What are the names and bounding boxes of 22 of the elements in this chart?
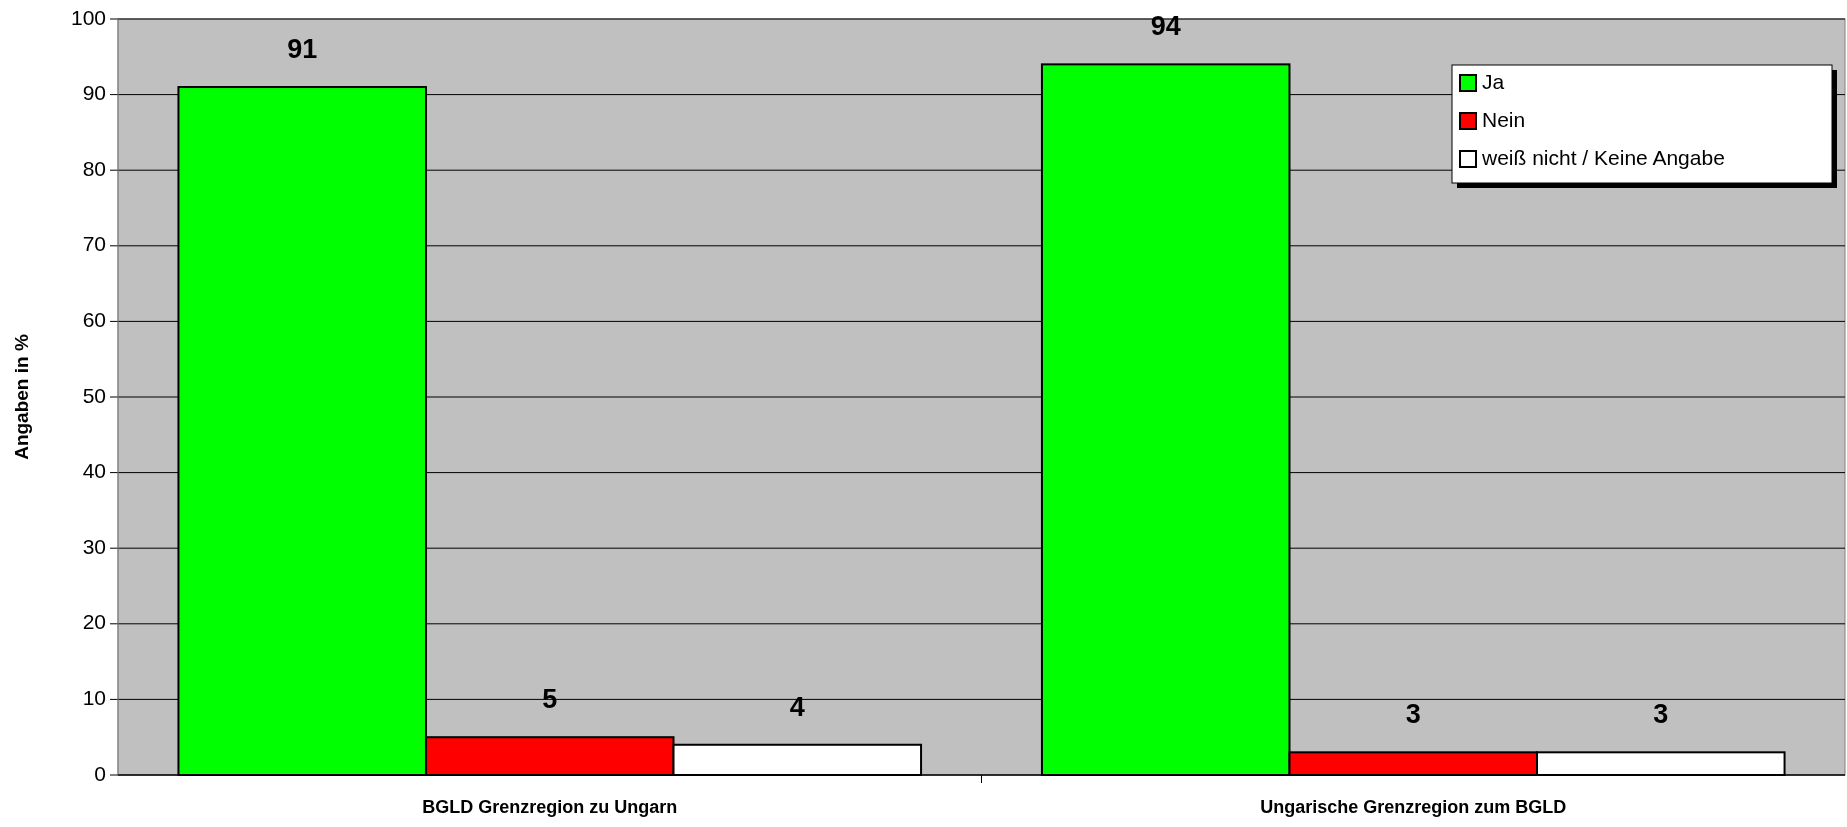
y-tick-label: 10 xyxy=(82,685,106,709)
data-label: 94 xyxy=(1150,11,1181,42)
y-tick-label: 0 xyxy=(94,761,106,785)
y-tick-label: 40 xyxy=(82,459,106,483)
y-tick-label: 50 xyxy=(82,383,106,407)
y-axis-title: Angaben in % xyxy=(11,334,32,460)
y-tick-label: 30 xyxy=(82,534,106,558)
x-tick-label: BGLD Grenzregion zu Ungarn xyxy=(422,797,678,817)
legend-label: Nein xyxy=(1482,107,1526,131)
data-label: 91 xyxy=(287,34,318,65)
y-tick-label: 80 xyxy=(82,156,106,180)
y-tick-label: 60 xyxy=(82,307,106,331)
data-label: 3 xyxy=(1653,699,1669,730)
x-tick-label: Ungarische Grenzregion zum BGLD xyxy=(1260,797,1567,817)
y-tick-label: 100 xyxy=(70,5,106,29)
y-tick-label: 70 xyxy=(82,232,106,256)
y-tick-label: 90 xyxy=(82,81,106,105)
data-label: 3 xyxy=(1405,699,1421,730)
legend-label: weiß nicht / Keine Angabe xyxy=(1481,145,1725,169)
legend-label: Ja xyxy=(1482,69,1505,93)
y-tick-label: 20 xyxy=(82,610,106,634)
data-label: 4 xyxy=(789,691,805,722)
